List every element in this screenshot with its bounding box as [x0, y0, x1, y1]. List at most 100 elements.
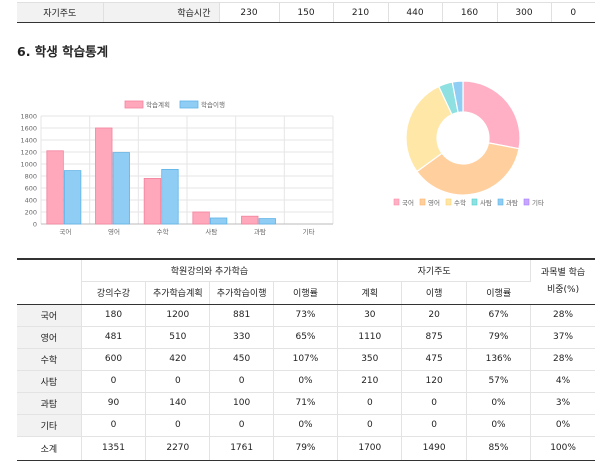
y-tick-label: 0	[33, 221, 37, 229]
legend-label: 기타	[532, 198, 544, 207]
table-cell: 0	[209, 370, 274, 393]
table-cell: 28%	[530, 348, 595, 371]
sub-header: 추가학습계획	[145, 281, 211, 305]
row-label: 수학	[17, 348, 82, 371]
bar-chart: 0 200 400 600 800 1000 1200 1400 1600 1800 국어 영어 수학 사…	[20, 100, 334, 236]
sub-header: 이행률	[273, 281, 339, 305]
y-tick-label: 200	[25, 209, 37, 217]
legend-swatch	[393, 198, 400, 206]
bar-actual	[63, 170, 82, 225]
table-cell: 0%	[530, 414, 595, 437]
legend-swatch	[445, 198, 452, 206]
table-cell: 30	[337, 304, 403, 327]
pie-slice	[451, 80, 464, 114]
x-tick-label: 과탐	[254, 227, 266, 236]
table-cell: 2270	[145, 435, 211, 461]
row-label: 영어	[17, 326, 82, 349]
table-cell: 0	[401, 414, 467, 437]
y-tick-label: 1600	[20, 125, 37, 133]
table-row: 기타 0 0 0 0% 0 0 0% 0%	[17, 414, 595, 437]
table-cell: 65%	[273, 326, 339, 349]
section-title: 6. 학생 학습통계	[17, 44, 109, 59]
table-row: 영어 481 510 330 65% 1110 875 79% 37%	[17, 326, 595, 349]
legend-label: 수학	[454, 198, 466, 207]
table-cell: 79%	[273, 435, 339, 461]
legend-label: 학습이행	[201, 100, 225, 109]
sub-header: 이행	[401, 281, 467, 305]
table-cell: 481	[81, 326, 147, 349]
table-cell: 85%	[466, 435, 532, 461]
table-cell: 420	[145, 348, 211, 371]
row-sublabel: 학습시간	[103, 2, 220, 23]
table-cell: 0%	[273, 370, 339, 393]
x-tick-label: 기타	[303, 227, 315, 236]
table-cell: 881	[209, 304, 274, 327]
sub-header: 이행률	[466, 281, 531, 305]
value-cell: 300	[497, 2, 552, 23]
table-cell: 350	[337, 348, 403, 371]
table-row: 수학 600 420 450 107% 350 475 136% 28%	[17, 348, 595, 371]
row-label: 자기주도	[17, 2, 104, 23]
legend-label: 학습계획	[146, 100, 170, 109]
table-cell: 1200	[145, 304, 211, 327]
table-row: 국어 180 1200 881 73% 30 20 67% 28%	[17, 304, 595, 327]
group-header-academy: 학원강의와 추가학습	[81, 258, 339, 282]
group-header-self: 자기주도	[337, 258, 532, 282]
sub-header: 강의수강	[81, 281, 147, 305]
legend-label: 사탐	[480, 198, 492, 207]
row-label: 사탐	[17, 370, 82, 393]
pie-slice	[405, 85, 453, 173]
table-cell: 0%	[466, 392, 532, 415]
bar-actual	[112, 152, 130, 225]
legend-swatch	[124, 100, 144, 109]
table-cell: 0	[337, 392, 403, 415]
table-cell: 210	[337, 370, 403, 393]
y-tick-label: 1200	[20, 149, 37, 157]
table-cell: 79%	[466, 326, 532, 349]
legend-swatch	[471, 198, 478, 206]
group-header-row: 학원강의와 추가학습 자기주도 과목별 학습 비중(%)	[17, 258, 595, 305]
table-cell: 28%	[530, 304, 595, 327]
table-row: 과탐 90 140 100 71% 0 0 0% 3%	[17, 392, 595, 415]
y-tick-label: 1000	[20, 161, 37, 169]
y-tick-label: 1800	[20, 113, 37, 121]
y-tick-label: 800	[25, 173, 37, 181]
bar-actual	[258, 218, 276, 225]
table-cell: 0	[145, 370, 211, 393]
x-tick-label: 수학	[157, 227, 169, 236]
value-cell: 160	[442, 2, 498, 23]
bar-plan	[241, 215, 259, 225]
table-cell: 100	[209, 392, 274, 415]
y-tick-label: 1400	[20, 137, 37, 145]
table-cell: 1351	[81, 435, 147, 461]
table-cell: 140	[145, 392, 211, 415]
table-row: 사탐 0 0 0 0% 210 120 57% 4%	[17, 370, 595, 393]
study-time-table: 자기주도 학습시간 230 150 210 440 160 300 0	[17, 2, 595, 23]
table-cell: 20	[401, 304, 467, 327]
value-cell: 210	[333, 2, 389, 23]
y-tick-label: 600	[25, 185, 37, 193]
table-cell: 136%	[466, 348, 532, 371]
table-cell: 1761	[209, 435, 274, 461]
study-stats-table: 학원강의와 추가학습 자기주도 과목별 학습 비중(%) 강의수강 추가학습계획…	[17, 258, 595, 461]
legend-swatch	[497, 198, 504, 206]
table-cell: 1490	[401, 435, 467, 461]
bar-plan	[46, 150, 64, 225]
bar-actual	[161, 169, 179, 225]
x-tick-label: 영어	[108, 227, 120, 236]
legend-label: 영어	[428, 198, 440, 207]
legend-swatch	[419, 198, 426, 206]
value-cell: 150	[279, 2, 334, 23]
legend-label: 과탐	[506, 198, 518, 207]
table-cell: 180	[81, 304, 147, 327]
table-cell: 0%	[466, 414, 532, 437]
table-cell: 37%	[530, 326, 595, 349]
total-row: 소계 1351 2270 1761 79% 1700 1490 85% 100%	[17, 435, 595, 461]
table-cell: 0	[401, 392, 467, 415]
bar-plan	[95, 127, 113, 225]
bar-plan	[143, 178, 162, 225]
value-cell: 440	[388, 2, 443, 23]
table-cell: 90	[81, 392, 147, 415]
bar-actual	[209, 217, 228, 225]
row-label: 국어	[17, 304, 82, 327]
